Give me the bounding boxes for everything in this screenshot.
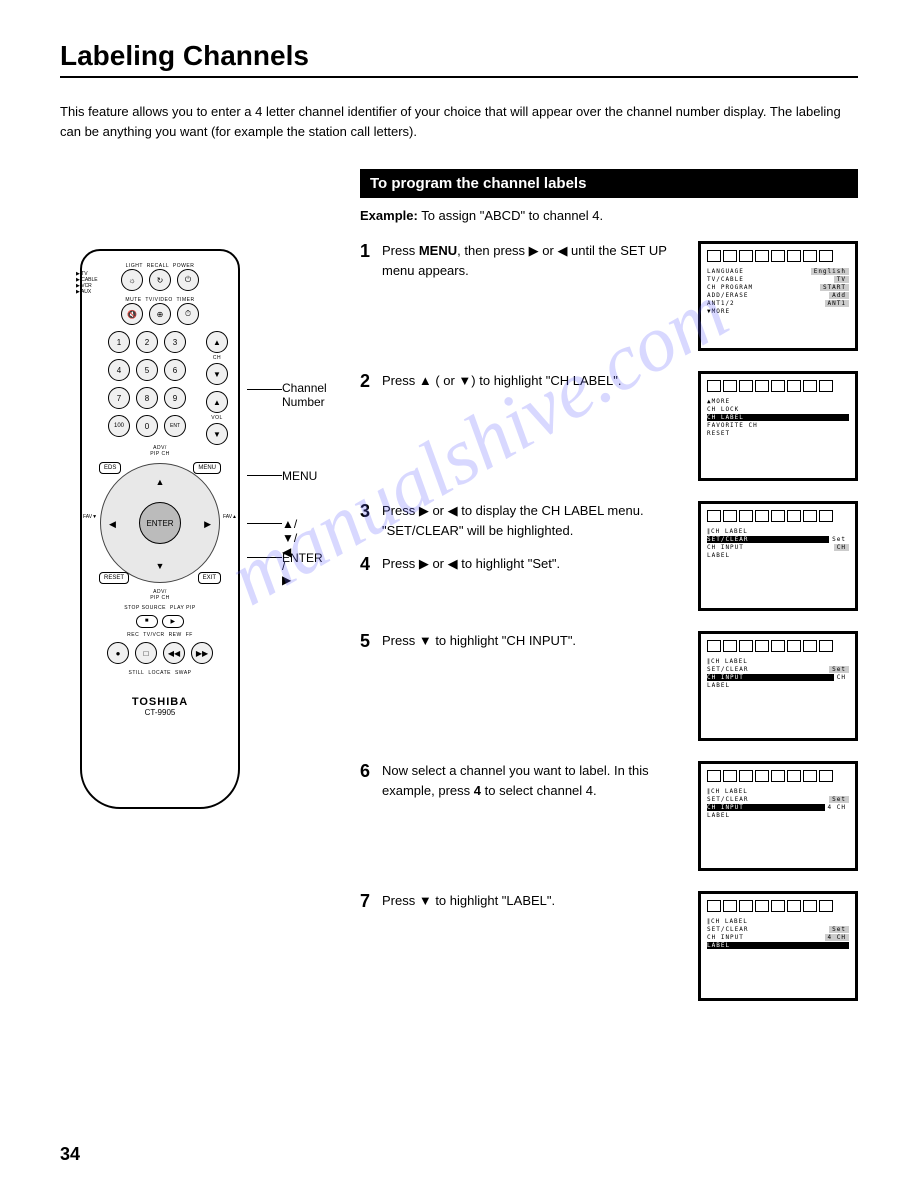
num-0: 0: [136, 415, 158, 437]
ff-button: ▶▶: [191, 642, 213, 664]
tv-screen: ∥CH LABELSET/CLEARSetCH INPUT4 CHLABEL: [698, 761, 858, 871]
num-2: 2: [136, 331, 158, 353]
remote-illustration: ▶ TV▶ CABLE▶ VCR▶ AUX LIGHT RECALL POWER…: [80, 249, 240, 809]
stop-button: ■: [136, 615, 158, 628]
step-text: Press MENU, then press ▶ or ◀ until the …: [382, 241, 686, 280]
step-text: Press ▲ ( or ▼) to highlight "CH LABEL".: [382, 371, 686, 392]
num-100: 100: [108, 415, 130, 437]
tvvideo-button: ⊕: [149, 303, 171, 325]
num-4: 4: [108, 359, 130, 381]
num-6: 6: [164, 359, 186, 381]
remote-model: CT-9905: [92, 708, 228, 717]
page-number: 34: [60, 1144, 80, 1165]
step-number: 4: [360, 554, 374, 575]
vol-up: ▲: [206, 391, 228, 413]
step-text: Press ▼ to highlight "CH INPUT".: [382, 631, 686, 652]
step-text: Press ▶ or ◀ to highlight "Set".: [382, 554, 686, 575]
step-text: Press ▶ or ◀ to display the CH LABEL men…: [382, 501, 686, 540]
step-number: 2: [360, 371, 374, 392]
callout-enter: ENTER: [282, 551, 323, 565]
ch-up: ▲: [206, 331, 228, 353]
timer-button: ⏱: [177, 303, 199, 325]
remote-side-labels: ▶ TV▶ CABLE▶ VCR▶ AUX: [76, 271, 98, 295]
step-text: Press ▼ to highlight "LABEL".: [382, 891, 686, 912]
num-8: 8: [136, 387, 158, 409]
ch-down: ▼: [206, 363, 228, 385]
tv-screen: ∥CH LABELSET/CLEARSetCH INPUTCHLABEL: [698, 631, 858, 741]
tvvcr-button: □: [135, 642, 157, 664]
light-button: ☼: [121, 269, 143, 291]
tv-screen: ∥CH LABELSET/CLEARSetCH INPUTCHLABEL: [698, 501, 858, 611]
step-number: 3: [360, 501, 374, 540]
num-9: 9: [164, 387, 186, 409]
num-1: 1: [108, 331, 130, 353]
enter-button: ENTER: [139, 502, 181, 544]
recall-button: ↻: [149, 269, 171, 291]
example-text: Example: To assign "ABCD" to channel 4.: [360, 208, 858, 223]
tv-screen: ∥CH LABELSET/CLEARSetCH INPUT4 CHLABEL: [698, 891, 858, 1001]
dpad: EDS MENU RESET EXIT FAV▼ FAV▲ ENTER: [100, 463, 220, 583]
step-number: 5: [360, 631, 374, 652]
ent-button: ENT: [164, 415, 186, 437]
page-title: Labeling Channels: [60, 40, 858, 78]
step-number: 1: [360, 241, 374, 280]
step-number: 7: [360, 891, 374, 912]
play-button: ▶: [162, 615, 185, 628]
num-5: 5: [136, 359, 158, 381]
rew-button: ◀◀: [163, 642, 185, 664]
num-3: 3: [164, 331, 186, 353]
tv-screen: ▲MORECH LOCKCH LABELFAVORITE CHRESET: [698, 371, 858, 481]
remote-brand: TOSHIBA: [92, 696, 228, 708]
callout-channel-number: Channel Number: [282, 381, 327, 409]
rec-button: ●: [107, 642, 129, 664]
step-number: 6: [360, 761, 374, 800]
section-header: To program the channel labels: [360, 169, 858, 198]
intro-text: This feature allows you to enter a 4 let…: [60, 102, 858, 141]
num-7: 7: [108, 387, 130, 409]
mute-button: 🔇: [121, 303, 143, 325]
power-button: ⏻: [177, 269, 199, 291]
callout-menu: MENU: [282, 469, 317, 483]
step-text: Now select a channel you want to label. …: [382, 761, 686, 800]
vol-down: ▼: [206, 423, 228, 445]
tv-screen: LANGUAGEEnglishTV/CABLETVCH PROGRAMSTART…: [698, 241, 858, 351]
